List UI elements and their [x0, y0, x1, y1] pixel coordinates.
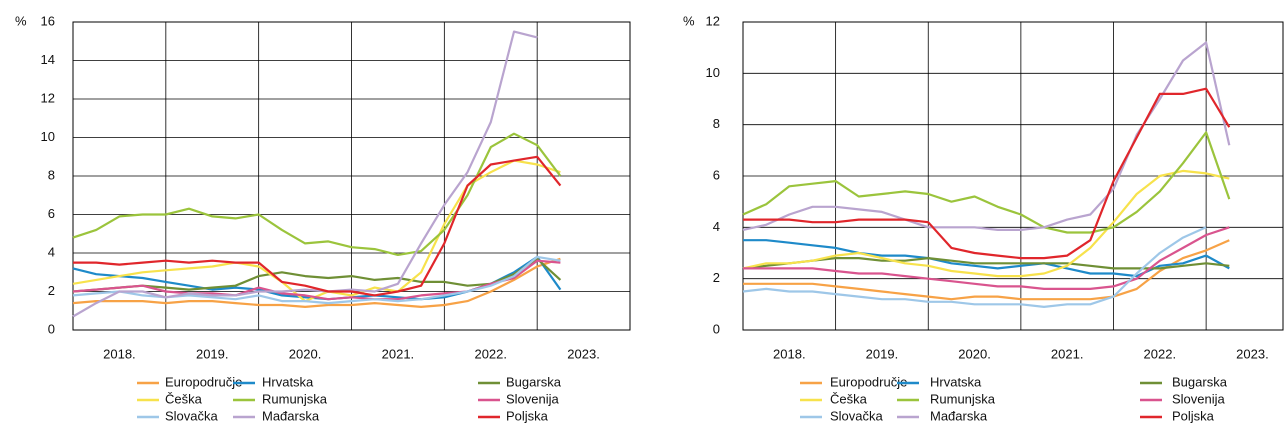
- series-line: [743, 239, 1230, 278]
- series-line: [742, 169, 1230, 278]
- legend-label: Slovenija: [506, 391, 560, 406]
- legend-label: Europodručje: [165, 374, 242, 389]
- y-tick-label: 4: [713, 219, 720, 234]
- legend-label: Poljska: [1172, 408, 1215, 423]
- series-line: [742, 131, 1231, 234]
- series-line: [72, 132, 562, 256]
- x-tick-label: 2023.: [1236, 346, 1269, 361]
- legend-label: Mađarska: [930, 408, 988, 423]
- series-line: [72, 159, 561, 303]
- legend-label: Hrvatska: [930, 374, 982, 389]
- legend-label: Rumunjska: [930, 391, 996, 406]
- y-axis-unit: %: [683, 13, 695, 28]
- y-tick-label: 8: [713, 116, 720, 131]
- series-line: [743, 239, 1230, 301]
- x-tick-label: 2022.: [1144, 346, 1177, 361]
- y-tick-label: 6: [713, 167, 720, 182]
- y-tick-label: 16: [41, 13, 55, 28]
- x-tick-label: 2020.: [958, 346, 991, 361]
- legend-label: Bugarska: [506, 374, 562, 389]
- series-line: [73, 155, 562, 297]
- legend-label: Češka: [830, 391, 868, 406]
- y-tick-label: 12: [706, 13, 720, 28]
- legend-label: Hrvatska: [262, 374, 314, 389]
- legend-label: Mađarska: [262, 408, 320, 423]
- legend-label: Slovačka: [165, 408, 219, 423]
- y-tick-label: 2: [713, 270, 720, 285]
- legend-label: Češka: [165, 391, 203, 406]
- x-tick-label: 2022.: [474, 346, 507, 361]
- x-tick-label: 2019.: [866, 346, 899, 361]
- series-line: [742, 226, 1207, 308]
- y-tick-label: 10: [41, 129, 55, 144]
- series-line: [72, 257, 562, 293]
- series-line: [743, 226, 1230, 290]
- y-tick-label: 10: [706, 65, 720, 80]
- y-tick-label: 12: [41, 90, 55, 105]
- series-line: [72, 30, 538, 318]
- x-tick-label: 2018.: [103, 346, 136, 361]
- y-tick-label: 4: [48, 244, 55, 259]
- y-tick-label: 14: [41, 52, 55, 67]
- legend-label: Europodručje: [830, 374, 907, 389]
- legend-label: Rumunjska: [262, 391, 328, 406]
- y-tick-label: 0: [48, 321, 55, 336]
- legend-label: Slovačka: [830, 408, 884, 423]
- y-tick-label: 2: [48, 283, 55, 298]
- y-tick-label: 0: [713, 321, 720, 336]
- x-tick-label: 2019.: [196, 346, 229, 361]
- y-axis-unit: %: [15, 13, 27, 28]
- legend-label: Slovenija: [1172, 391, 1226, 406]
- y-tick-label: 8: [48, 167, 55, 182]
- y-tick-label: 6: [48, 206, 55, 221]
- x-tick-label: 2021.: [1051, 346, 1084, 361]
- x-tick-label: 2020.: [289, 346, 322, 361]
- series-line: [72, 257, 561, 308]
- legend-label: Poljska: [506, 408, 549, 423]
- x-tick-label: 2018.: [773, 346, 806, 361]
- series-line: [743, 87, 1231, 260]
- x-tick-label: 2023.: [567, 346, 600, 361]
- series-line: [72, 255, 561, 305]
- legend-label: Bugarska: [1172, 374, 1228, 389]
- x-tick-label: 2021.: [382, 346, 415, 361]
